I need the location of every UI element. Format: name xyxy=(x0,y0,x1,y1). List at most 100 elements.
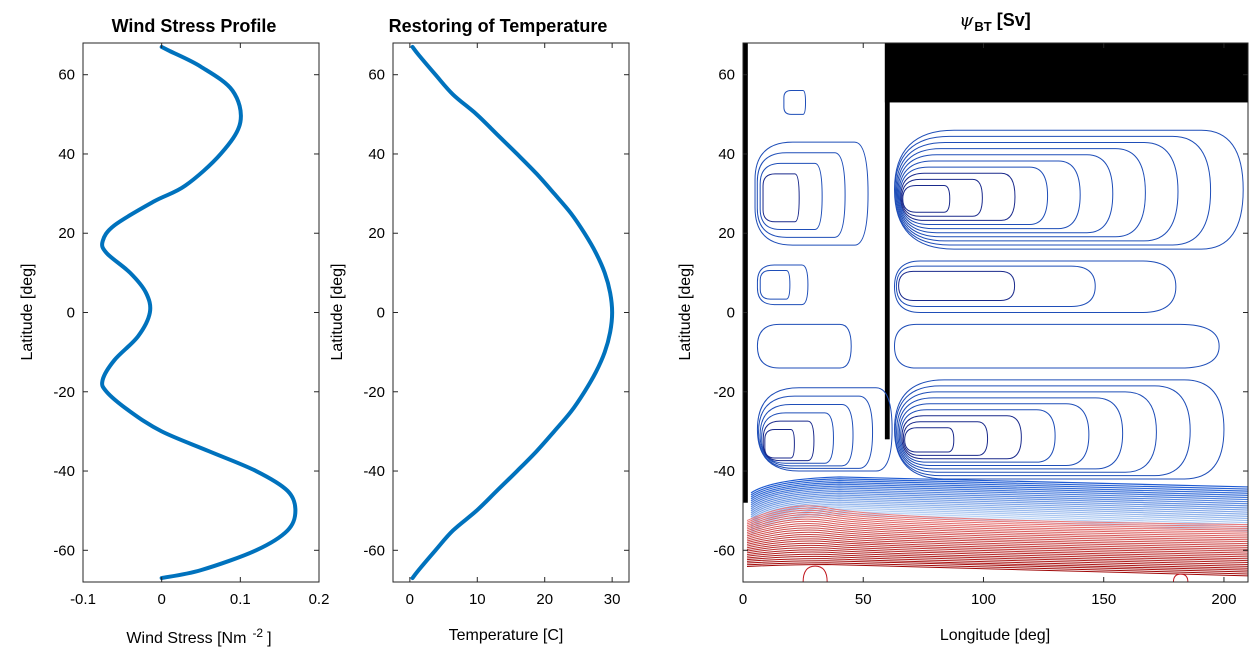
acc-negative-contour xyxy=(746,527,1248,545)
y-tick-label: -20 xyxy=(53,384,75,401)
positive-contour xyxy=(895,265,1096,307)
profile-line xyxy=(100,44,298,581)
positive-contour xyxy=(758,395,874,469)
x-tick-label: 20 xyxy=(536,591,553,608)
y-tick-label: -40 xyxy=(53,463,75,480)
positive-contour xyxy=(898,160,1081,230)
y-tick-label: -40 xyxy=(713,463,735,480)
streamfunction-xlabel: Longitude [deg] xyxy=(940,627,1050,644)
acc-negative-contour xyxy=(746,560,1248,573)
acc-negative-contour xyxy=(746,529,1248,546)
y-tick-label: -60 xyxy=(53,542,75,559)
x-tick-label: 0 xyxy=(406,591,414,608)
acc-negative-contour xyxy=(746,525,1248,543)
positive-contour xyxy=(759,403,854,467)
acc-positive-contour xyxy=(750,490,1248,510)
acc-negative-contour xyxy=(746,509,1248,529)
acc-negative-contour xyxy=(746,563,1248,577)
positive-contour xyxy=(897,154,1114,234)
acc-positive-contour xyxy=(750,488,1248,508)
acc-negative-contour xyxy=(746,516,1248,535)
temperature-ticks: 0 10 20 30 -60 -40 -20 0 20 40 60 xyxy=(363,43,629,608)
positive-contour xyxy=(901,415,1022,460)
positive-contour xyxy=(902,421,989,456)
positive-contour xyxy=(762,173,800,223)
y-tick-label: 0 xyxy=(727,305,735,322)
x-tick-label: 200 xyxy=(1211,591,1236,608)
acc-positive-contour xyxy=(750,505,1248,526)
positive-contour xyxy=(762,420,815,462)
positive-contour xyxy=(894,135,1212,246)
acc-positive-contour xyxy=(750,497,1248,518)
acc-positive-contour xyxy=(750,487,1248,506)
x-tick-label: 30 xyxy=(604,591,621,608)
positive-contour xyxy=(894,385,1191,477)
acc-negative-contour xyxy=(746,558,1248,571)
y-tick-label: 0 xyxy=(67,305,75,322)
acc-positive-contour xyxy=(750,478,1248,496)
acc-positive-contour xyxy=(750,492,1248,512)
y-tick-label: -20 xyxy=(713,384,735,401)
positive-contour xyxy=(893,323,1220,369)
x-tick-label: 0 xyxy=(157,591,165,608)
acc-negative-contour xyxy=(746,518,1248,537)
positive-contour xyxy=(761,412,834,464)
wind-stress-title: Wind Stress Profile xyxy=(112,16,277,36)
acc-negative-contour xyxy=(746,538,1248,554)
x-tick-label: 10 xyxy=(469,591,486,608)
negative-contour-patch xyxy=(802,565,828,582)
land-mask xyxy=(884,43,1248,103)
acc-negative-contour xyxy=(746,514,1248,533)
acc-negative-contour xyxy=(746,555,1248,569)
acc-positive-contour xyxy=(750,503,1248,524)
acc-negative-contour xyxy=(746,512,1248,531)
streamfunction-ylabel: Latitude [deg] xyxy=(677,264,694,361)
negative-contour-patch xyxy=(1172,573,1189,582)
x-tick-label: 0 xyxy=(739,591,747,608)
x-tick-label: 150 xyxy=(1091,591,1116,608)
positive-contour xyxy=(901,178,983,217)
x-tick-label: -0.1 xyxy=(70,591,96,608)
temperature-xlabel: Temperature [C] xyxy=(449,627,564,644)
positive-contour xyxy=(893,260,1177,313)
positive-contour xyxy=(893,129,1244,250)
acc-positive-contour xyxy=(750,481,1248,500)
y-tick-label: 60 xyxy=(58,67,75,84)
acc-negative-contour xyxy=(746,547,1248,562)
positive-contour xyxy=(896,391,1157,473)
positive-contour xyxy=(904,427,955,453)
wind-stress-panel: Wind Stress Profile -0.1 0 0.1 0.2 -60 -40 -20… xyxy=(19,16,329,647)
y-tick-label: -60 xyxy=(713,542,735,559)
positive-contour xyxy=(756,387,893,472)
land-mask xyxy=(743,43,748,503)
streamfunction-ticks: 0 50 100 150 200 -60 -40 -20 0 20 40 60 xyxy=(713,43,1248,608)
acc-positive-contour xyxy=(750,485,1248,504)
x-tick-label: 50 xyxy=(855,591,872,608)
temperature-panel: Restoring of Temperature 0 10 20 30 -60 -40 -2… xyxy=(329,16,630,644)
wind-stress-ylabel: Latitude [deg] xyxy=(19,264,36,361)
positive-contour xyxy=(899,166,1049,225)
positive-contour xyxy=(897,397,1124,470)
streamfunction-plot-area xyxy=(743,43,1248,582)
acc-positive-contour xyxy=(750,506,1248,528)
acc-negative-contour xyxy=(746,553,1248,567)
positive-contour xyxy=(896,148,1146,238)
acc-negative-contour xyxy=(746,551,1248,565)
x-tick-label: 0.2 xyxy=(309,591,330,608)
streamfunction-title: ψBT [Sv] xyxy=(959,10,1030,34)
acc-negative-contour xyxy=(746,542,1248,558)
acc-negative-contour xyxy=(746,523,1248,541)
acc-negative-contour xyxy=(746,549,1248,564)
profile-line xyxy=(410,44,615,581)
land-mask xyxy=(884,43,890,440)
acc-negative-contour xyxy=(746,540,1248,556)
positive-contour xyxy=(756,264,809,306)
positive-contour xyxy=(764,429,795,459)
positive-contour xyxy=(783,90,807,115)
temperature-plot-area xyxy=(410,44,615,581)
positive-contour xyxy=(902,185,951,213)
acc-negative-contour xyxy=(746,505,1248,526)
y-tick-label: 40 xyxy=(368,146,385,163)
wind-stress-plot-area xyxy=(100,44,298,581)
